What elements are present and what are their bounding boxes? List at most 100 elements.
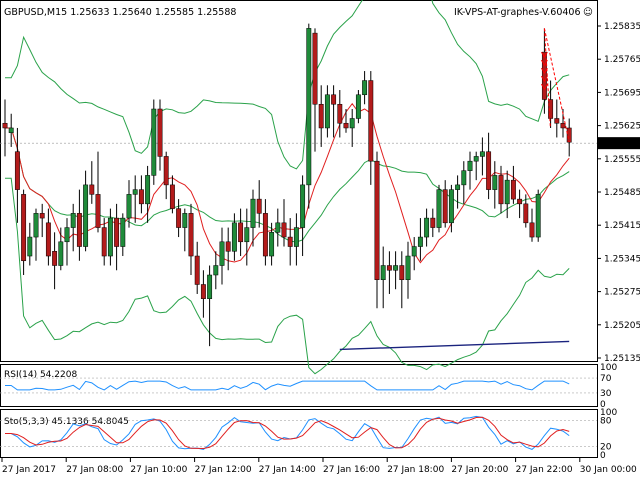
candle-body <box>70 213 76 228</box>
time-tick-label: 27 Jan 10:00 <box>130 465 187 475</box>
price-axis[interactable]: 1.25835 1.25765 1.25695 1.25625 1.25555 1.254… <box>0 22 640 364</box>
time-tick-label: 27 Jan 12:00 <box>195 465 252 475</box>
candle-body <box>244 227 250 243</box>
candle-body <box>430 217 436 228</box>
candle-body <box>238 222 244 243</box>
price-tick-label: 1.25275 <box>604 288 640 298</box>
time-tick-label: 30 Jan 00:00 <box>580 465 637 475</box>
candle-body <box>417 236 423 247</box>
candle-body <box>176 208 182 228</box>
time-axis[interactable]: 27 Jan 2017 27 Jan 08:00 27 Jan 10:00 27 Ja… <box>1 458 637 475</box>
candle-body <box>393 265 399 271</box>
time-tick-label: 27 Jan 16:00 <box>323 465 380 475</box>
candle-body <box>182 213 188 228</box>
candle-body <box>566 127 572 143</box>
price-tick-label: 1.25415 <box>604 221 640 231</box>
candle-body <box>355 94 361 119</box>
candle-body <box>343 122 349 129</box>
signal-arrow-line <box>543 28 570 143</box>
candle-body <box>300 184 306 228</box>
candle-body <box>504 179 510 205</box>
rsi-level-label: 30 <box>600 389 612 399</box>
stoch-level-label: 20 <box>600 442 612 452</box>
rsi-line <box>5 380 570 391</box>
candle-body <box>27 236 33 257</box>
candle-body <box>510 179 516 200</box>
candle-body <box>479 151 485 157</box>
candle-body <box>76 213 82 247</box>
candle-body <box>8 127 14 133</box>
candle-body <box>188 213 194 257</box>
time-tick-label: 27 Jan 22:00 <box>516 465 573 475</box>
candle-body <box>200 284 206 299</box>
candle-body <box>312 32 318 105</box>
candle-body <box>349 118 355 129</box>
stoch-panel-frame <box>0 409 598 458</box>
price-tick-label: 1.25695 <box>604 88 640 98</box>
current-price-box <box>598 137 640 150</box>
price-tick-label: 1.25625 <box>604 122 640 132</box>
stoch-level-label: 100 <box>600 408 617 418</box>
candle-body <box>517 198 523 205</box>
stoch-title: Sto(5,3,3) 45.1336 54.8045 <box>4 417 129 427</box>
candle-body <box>535 194 541 238</box>
candle-body <box>337 104 343 124</box>
stoch-level-label: 0 <box>600 451 606 461</box>
candle-body <box>95 194 101 228</box>
overlays <box>339 28 570 351</box>
candle-body <box>58 241 64 266</box>
candle-body <box>45 222 51 257</box>
signal-arrow-icon <box>540 75 548 83</box>
candle-body <box>225 241 231 252</box>
candle-body <box>287 236 293 247</box>
candle-body <box>89 184 95 195</box>
stoch-main-line <box>5 415 570 450</box>
time-tick-label: 27 Jan 08:00 <box>66 465 123 475</box>
time-tick-label: 27 Jan 2017 <box>2 465 56 475</box>
price-tick-label: 1.25765 <box>604 55 640 65</box>
candle-body <box>52 251 58 266</box>
signal-arrow-icon <box>540 51 548 59</box>
candle-body <box>380 265 386 280</box>
candle-body <box>455 184 461 190</box>
symbol-info: GBPUSD,M15 1.25633 1.25640 1.25585 1.255… <box>4 7 236 18</box>
price-tick-label: 1.25485 <box>604 188 640 198</box>
upper-band-line <box>5 0 570 170</box>
candle-body <box>275 222 281 233</box>
candle-body <box>145 175 151 205</box>
stoch-signal-line <box>5 416 570 450</box>
candle-body <box>541 51 547 100</box>
candle-body <box>231 222 237 252</box>
candle-body <box>529 222 535 238</box>
candle-body <box>169 184 175 209</box>
candle-body <box>132 189 138 195</box>
candle-body <box>486 151 492 190</box>
candles <box>2 23 572 347</box>
candle-body <box>14 151 20 190</box>
candle-body <box>219 241 225 266</box>
stoch-level-label: 80 <box>600 417 612 427</box>
candle-body <box>262 213 268 257</box>
rsi-level-label: 100 <box>600 363 617 373</box>
candle-body <box>362 80 368 96</box>
candle-body <box>157 108 163 157</box>
price-tick-label: 1.25205 <box>604 321 640 331</box>
candle-body <box>554 118 560 124</box>
price-tick-label: 1.25345 <box>604 254 640 264</box>
candle-body <box>492 175 498 190</box>
price-tick-label: 1.25555 <box>604 155 640 165</box>
indicator-name: IK-VPS-AT-graphes-V.60406 <box>454 7 581 18</box>
candle-body <box>560 122 566 129</box>
signal-arrow-icon <box>540 59 548 67</box>
candle-body <box>269 232 275 257</box>
price-tick-label: 1.25135 <box>604 354 640 364</box>
lower-band-line <box>5 177 570 375</box>
candle-body <box>461 170 467 186</box>
candle-body <box>21 194 27 262</box>
candle-body <box>424 217 430 238</box>
time-tick-label: 27 Jan 14:00 <box>259 465 316 475</box>
candle-body <box>293 227 299 247</box>
